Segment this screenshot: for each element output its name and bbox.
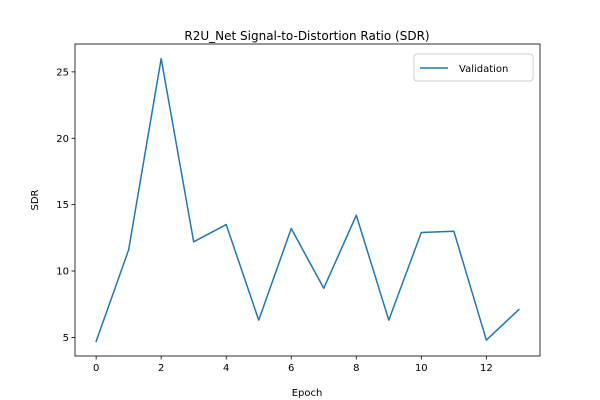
x-tick-label: 0: [93, 363, 99, 374]
x-tick-label: 4: [223, 363, 229, 374]
series-layer: [95, 57, 520, 343]
x-axis-ticks: 0 2 4 6 8 10 12: [93, 356, 493, 374]
x-tick-label: 6: [288, 363, 294, 374]
y-tick-label: 25: [56, 67, 69, 78]
plot-frame: [74, 43, 541, 357]
y-tick-label: 5: [63, 333, 69, 344]
legend-label-validation: Validation: [459, 64, 508, 75]
series-line-validation: [95, 57, 520, 343]
x-tick-label: 8: [353, 363, 359, 374]
y-axis-label: SDR: [30, 189, 41, 210]
x-tick-label: 10: [415, 363, 428, 374]
y-tick-label: 10: [56, 267, 69, 278]
legend-box: [413, 53, 534, 82]
y-axis-ticks: 5 10 15 20 25: [56, 67, 75, 344]
y-tick-label: 15: [56, 200, 69, 211]
x-axis-label: Epoch: [292, 388, 323, 399]
x-tick-label: 12: [480, 363, 493, 374]
y-tick-label: 20: [56, 134, 69, 145]
x-tick-label: 2: [158, 363, 164, 374]
legend: Validation: [413, 53, 534, 82]
chart-title: R2U_Net Signal-to-Distortion Ratio (SDR): [184, 29, 429, 43]
